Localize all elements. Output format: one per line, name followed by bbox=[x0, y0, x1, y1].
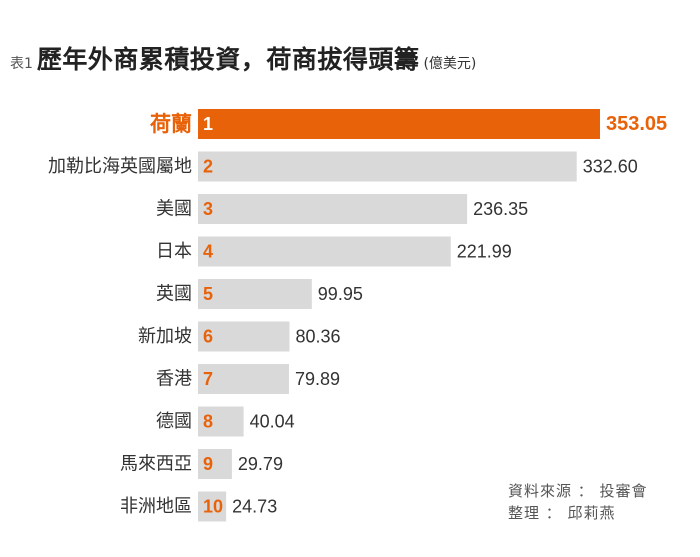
bar bbox=[198, 236, 451, 267]
rank-label: 2 bbox=[203, 157, 213, 177]
table-label: 表1 bbox=[10, 56, 33, 72]
bar bbox=[198, 449, 232, 479]
rank-label: 8 bbox=[203, 412, 213, 432]
bar bbox=[198, 109, 600, 139]
value-label: 353.05 bbox=[606, 113, 667, 135]
bar bbox=[198, 364, 289, 394]
category-label: 香港 bbox=[156, 369, 192, 390]
category-label: 日本 bbox=[156, 241, 192, 262]
source-line: 資料來源 ： 投審會 bbox=[508, 482, 648, 500]
category-label: 德國 bbox=[156, 411, 192, 432]
value-label: 221.99 bbox=[457, 242, 512, 262]
category-label: 加勒比海英國屬地 bbox=[48, 156, 192, 177]
rank-label: 5 bbox=[203, 284, 213, 304]
rank-label: 3 bbox=[203, 199, 213, 219]
category-label: 美國 bbox=[156, 199, 192, 220]
value-label: 29.79 bbox=[238, 454, 283, 474]
value-label: 236.35 bbox=[473, 199, 528, 219]
editor-line: 整理 ： 邱莉燕 bbox=[508, 504, 616, 522]
unit-label: (億美元) bbox=[423, 56, 477, 72]
category-label: 英國 bbox=[156, 284, 192, 305]
rank-label: 9 bbox=[203, 454, 213, 474]
bar bbox=[198, 151, 577, 182]
value-label: 99.95 bbox=[318, 284, 363, 304]
rank-label: 6 bbox=[203, 327, 213, 347]
rank-label: 10 bbox=[203, 497, 223, 517]
value-label: 332.60 bbox=[583, 157, 638, 177]
value-label: 40.04 bbox=[250, 412, 295, 432]
bar bbox=[198, 321, 290, 352]
category-label: 非洲地區 bbox=[120, 496, 192, 517]
bar bbox=[198, 194, 468, 224]
value-label: 24.73 bbox=[232, 497, 277, 517]
source-note: 資料來源 ： 投審會 整理 ： 邱莉燕 bbox=[508, 480, 648, 524]
value-label: 80.36 bbox=[296, 327, 341, 347]
category-label: 荷蘭 bbox=[150, 112, 192, 136]
bar bbox=[198, 406, 244, 437]
chart-title: 歷年外商累積投資，荷商拔得頭籌 bbox=[36, 45, 420, 74]
bar bbox=[198, 491, 227, 522]
title-row: 表1 歷年外商累積投資，荷商拔得頭籌 (億美元) bbox=[10, 40, 476, 80]
rank-label: 1 bbox=[203, 114, 213, 134]
value-label: 79.89 bbox=[295, 369, 340, 389]
bar bbox=[198, 279, 312, 309]
rank-label: 7 bbox=[203, 369, 213, 389]
category-label: 新加坡 bbox=[138, 326, 192, 347]
category-label: 馬來西亞 bbox=[120, 454, 192, 475]
rank-label: 4 bbox=[203, 242, 213, 262]
